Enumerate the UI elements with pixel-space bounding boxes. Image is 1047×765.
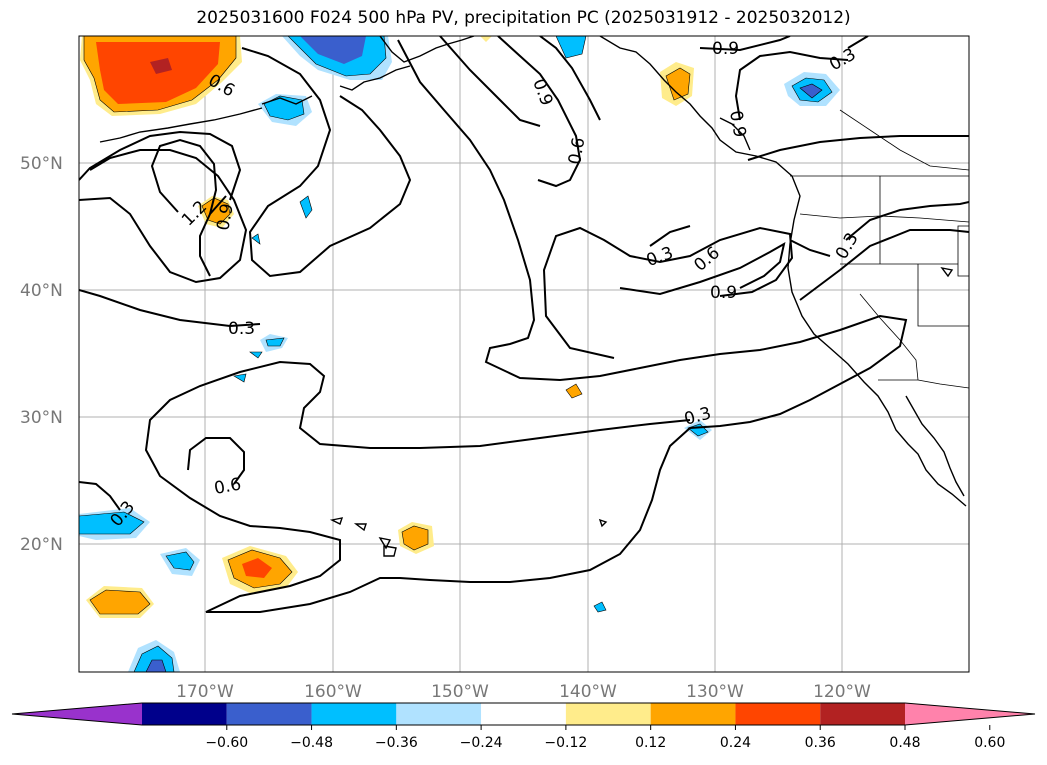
lat-label: 20°N <box>20 535 63 555</box>
colorbar-extend-max <box>905 703 1035 725</box>
colorbar-bin <box>735 703 821 725</box>
colorbar: −0.60 −0.48 −0.36 −0.24 −0.12 0.12 0.24 0.36 0.4… <box>11 702 1036 751</box>
lon-label: 160°W <box>304 682 362 702</box>
colorbar-tick-label: 0.24 <box>720 735 751 751</box>
colorbar-tick-label: −0.24 <box>460 735 503 751</box>
precip-blob-positive <box>242 558 272 578</box>
map-border <box>78 35 970 673</box>
precip-blob-positive <box>480 36 492 42</box>
precip-blob-negative <box>79 511 145 535</box>
precip-blob-positive <box>150 58 172 74</box>
precip-blob-negative <box>249 351 263 359</box>
colorbar-outline <box>11 702 1036 726</box>
pv-contours <box>79 36 969 613</box>
lat-label: 30°N <box>20 408 63 428</box>
colorbar-bin <box>650 703 736 725</box>
colorbar-bin <box>142 703 227 725</box>
contour-label: 0.3 <box>228 319 255 339</box>
lat-label: 40°N <box>20 281 63 301</box>
precip-blob-negative <box>145 659 167 672</box>
precip-shading <box>79 36 840 672</box>
colorbar-bin <box>820 703 905 725</box>
colorbar-bin <box>226 703 312 725</box>
precip-blob-positive <box>401 525 429 551</box>
colorbar-tick-label: −0.12 <box>544 735 587 751</box>
precip-blob-negative <box>799 83 823 99</box>
colorbar-bin <box>481 703 566 725</box>
contour-label: 0.6 <box>565 136 589 166</box>
colorbar-tick-label: −0.60 <box>205 735 248 751</box>
lon-label: 120°W <box>813 682 871 702</box>
colorbar-extend-min <box>12 703 142 725</box>
precip-blob-negative <box>263 95 305 121</box>
contour-label: 0.9 <box>213 202 237 232</box>
map-area <box>79 36 969 672</box>
precip-blob-negative <box>555 36 587 59</box>
contour-label: 0.9 <box>712 39 739 59</box>
lat-label: 50°N <box>20 154 63 174</box>
contour-label: 0.6 <box>213 475 243 499</box>
colorbar-tick-label: 0.36 <box>805 735 836 751</box>
chart-title: 2025031600 F024 500 hPa PV, precipitatio… <box>196 8 851 28</box>
colorbar-tick-label: 0.48 <box>889 735 920 751</box>
contour-label: 0.9 <box>710 283 737 303</box>
lon-label: 130°W <box>686 682 744 702</box>
lon-label: 140°W <box>559 682 617 702</box>
precip-blob-negative <box>593 601 607 613</box>
political-borders <box>790 109 969 389</box>
precip-blob-negative <box>251 233 261 245</box>
precip-blob-positive <box>565 383 583 399</box>
latitude-labels: 50°N 40°N 30°N 20°N <box>20 154 63 555</box>
precip-blob-negative <box>299 195 313 219</box>
precip-blob-negative <box>165 551 195 571</box>
colorbar-bin <box>311 703 397 725</box>
precip-blob-positive <box>665 67 691 101</box>
colorbar-tick-label: 0.12 <box>635 735 666 751</box>
precip-blob-negative <box>300 36 366 64</box>
colorbar-bin <box>565 703 651 725</box>
colorbar-tick-label: −0.36 <box>375 735 418 751</box>
precip-blob-negative <box>233 373 247 383</box>
colorbar-tick-label: −0.48 <box>290 735 333 751</box>
longitude-labels: 170°W 160°W 150°W 140°W 130°W 120°W <box>176 682 871 702</box>
lon-label: 150°W <box>431 682 489 702</box>
precip-blob-positive <box>89 589 151 615</box>
colorbar-bin <box>396 703 482 725</box>
lon-label: 170°W <box>176 682 234 702</box>
contour-label: 0.9 <box>725 109 749 139</box>
colorbar-tick-label: 0.60 <box>974 735 1005 751</box>
precip-blob-negative <box>265 337 285 347</box>
